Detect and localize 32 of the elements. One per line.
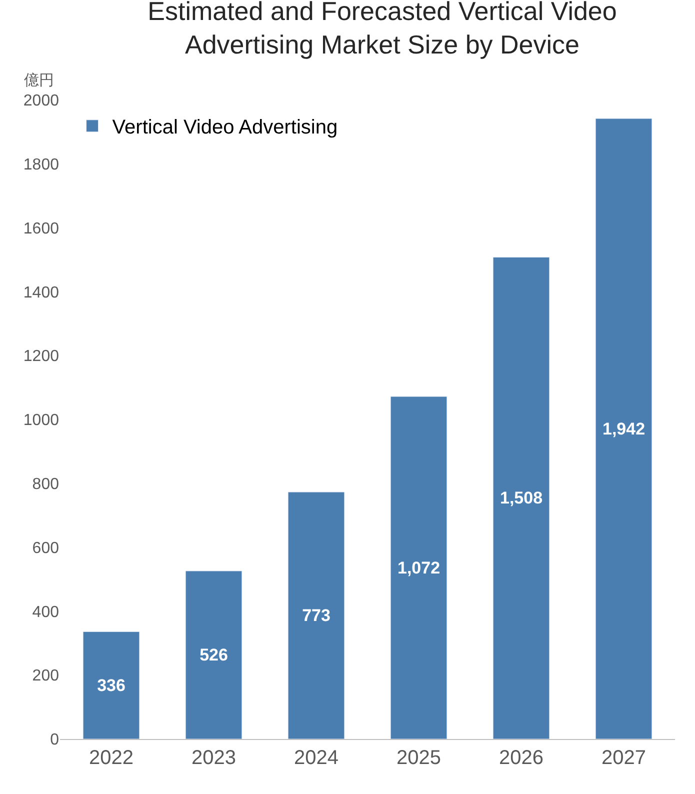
data-label: 773: [302, 606, 330, 626]
data-label: 526: [200, 645, 228, 664]
y-tick-label: 0: [50, 732, 60, 749]
bar: [288, 492, 345, 739]
y-tick-label: 200: [32, 668, 60, 685]
y-tick-label: 1000: [23, 412, 60, 430]
bar: [492, 256, 550, 739]
data-label: 1,508: [500, 488, 543, 508]
x-tick-label: 2022: [89, 747, 134, 769]
legend-label: Vertical Video Advertising: [112, 116, 338, 139]
bar: [595, 118, 652, 739]
y-tick-label: 2000: [23, 92, 60, 110]
data-label: 1,942: [602, 419, 646, 438]
y-tick-label: 1600: [23, 220, 60, 238]
y-tick-label: 400: [32, 604, 60, 621]
y-tick-label: 800: [32, 476, 60, 493]
x-tick-label: 2027: [602, 747, 646, 769]
y-tick-label: 1800: [23, 156, 60, 174]
chart-title: Estimated and Forecasted Vertical Video Advertising Market Size by Device: [148, 0, 617, 60]
data-label: 336: [97, 676, 126, 695]
y-axis-title: 億円: [24, 70, 54, 90]
data-label: 1,072: [397, 558, 440, 578]
y-tick-label: 600: [32, 540, 60, 557]
bar: [82, 631, 140, 739]
y-tick-label: 1400: [23, 284, 60, 302]
bar: [185, 570, 242, 739]
x-tick-label: 2025: [396, 747, 441, 769]
x-tick-label: 2023: [192, 747, 236, 769]
x-tick-label: 2026: [499, 747, 544, 769]
bar: [390, 396, 448, 739]
y-tick-label: 1200: [23, 348, 60, 366]
x-tick-label: 2024: [294, 747, 338, 769]
